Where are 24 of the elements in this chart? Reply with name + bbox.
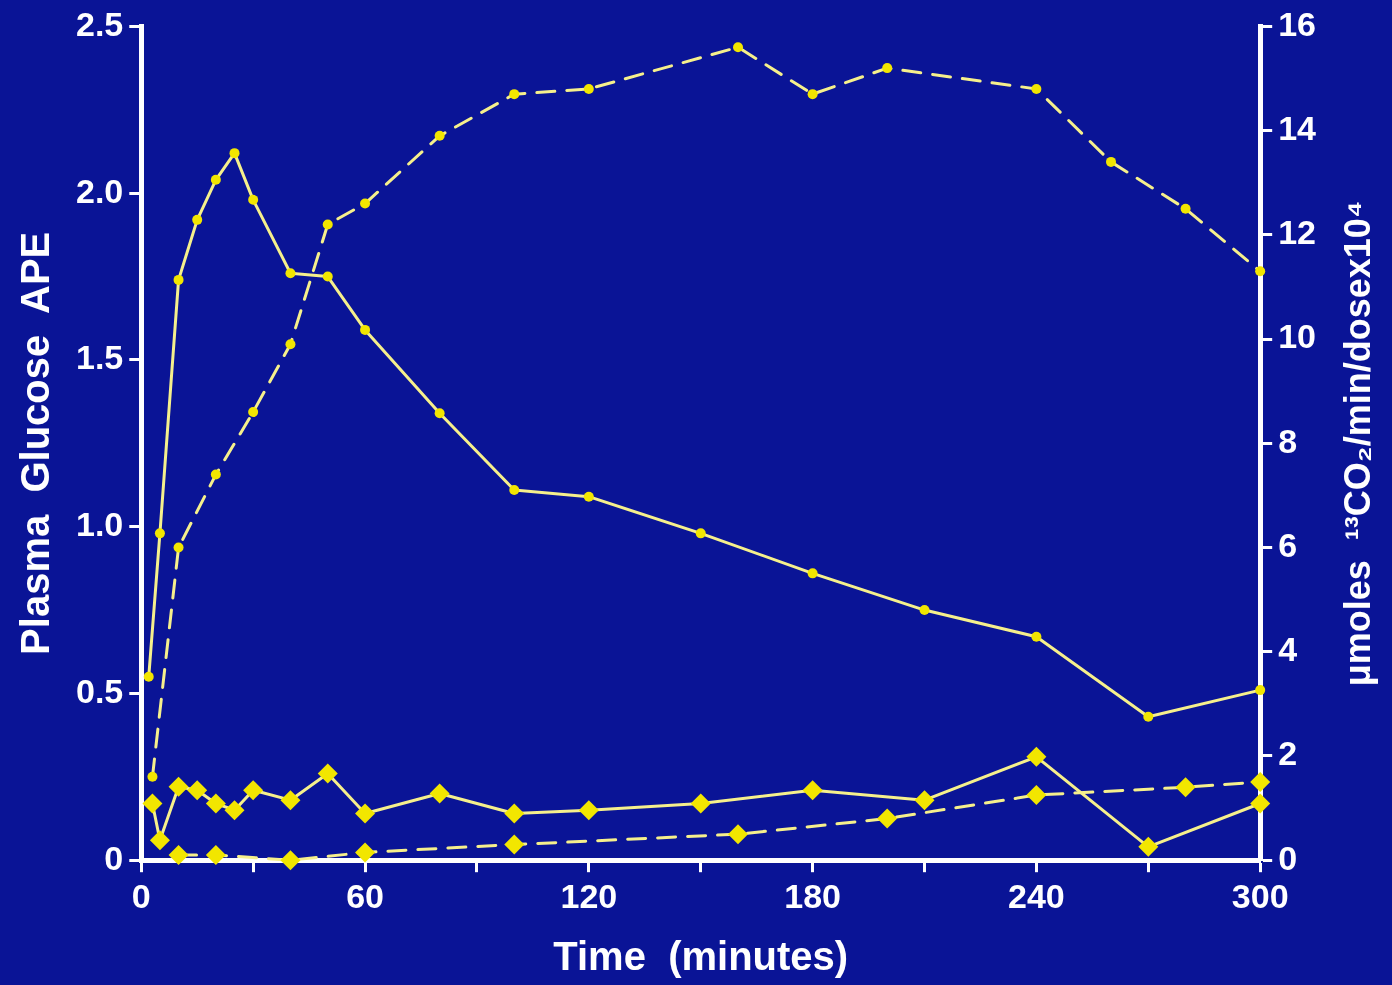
x-tick-label: 180 (784, 876, 841, 915)
y2-tick-label: 2 (1278, 734, 1298, 773)
y-tick-label: 0.5 (76, 671, 124, 710)
x-tick-label: 0 (131, 876, 151, 915)
y2-tick-label: 4 (1278, 630, 1298, 669)
y2-tick-label: 10 (1278, 317, 1317, 356)
x-axis-title: Time (minutes) (553, 934, 849, 979)
y2-tick-label: 0 (1278, 838, 1298, 877)
y2-tick-label: 16 (1278, 4, 1317, 43)
x-tick-label: 60 (346, 876, 384, 915)
y2-axis-title: μmoles ¹³CO₂/min/dosex10⁴ (1336, 200, 1378, 687)
y2-tick-label: 6 (1278, 525, 1298, 564)
y2-tick-label: 12 (1278, 213, 1317, 252)
y2-tick-label: 14 (1278, 109, 1317, 147)
y-tick-label: 0 (104, 838, 124, 877)
x-tick-label: 300 (1231, 876, 1289, 915)
y-tick-label: 1.5 (76, 338, 124, 377)
x-tick-label: 120 (560, 876, 618, 915)
y2-tick-label: 8 (1278, 421, 1298, 460)
y-axis-title: Plasma Glucose APE (13, 231, 58, 655)
y-tick-label: 2.0 (76, 171, 124, 210)
x-tick-label: 240 (1008, 876, 1065, 915)
y-tick-label: 2.5 (76, 4, 124, 43)
y-tick-label: 1.0 (76, 505, 124, 544)
